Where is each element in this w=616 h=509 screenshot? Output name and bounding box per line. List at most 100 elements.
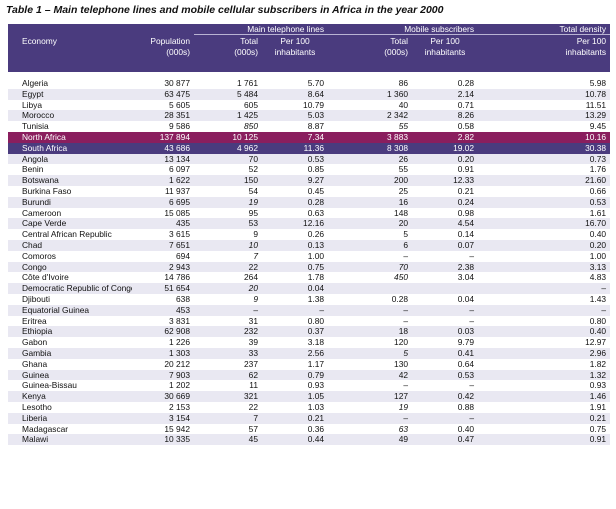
cell-population: 5 605: [169, 99, 190, 110]
cell-mobile-total: –: [403, 380, 409, 391]
cell-mobile-total: 25: [398, 185, 409, 196]
cell-main-per100: 8.87: [307, 121, 325, 132]
cell-population: 14 786: [164, 272, 190, 283]
header-mobile-per100: Per 100 inhabitants: [412, 34, 479, 72]
cell-density: 4.83: [589, 272, 607, 283]
cell-population: 63 475: [132, 88, 194, 100]
table-row: Comoros 694 7 1.00 – – 1.00: [8, 251, 610, 262]
cell-economy: Djibouti: [22, 293, 50, 304]
cell-population: 3 154: [132, 412, 194, 424]
cell-population: 2 153: [169, 401, 190, 412]
cell-main-per100: 0.37: [262, 326, 329, 338]
cell-population: 62 908: [132, 326, 194, 338]
cell-mobile-total: 42: [328, 369, 413, 381]
cell-mobile-per100: 0.28: [457, 78, 475, 88]
cell-population: 28 351: [132, 110, 194, 122]
cell-main-total: 321: [194, 391, 262, 402]
cell-main-per100: 1.17: [307, 358, 325, 369]
cell-population: 51 654: [132, 283, 194, 294]
cell-density: 1.46: [478, 391, 611, 402]
group-header-row: Main telephone lines Mobile subscribers …: [8, 24, 611, 35]
cell-mobile-total: 70: [328, 261, 413, 273]
cell-main-per100: 0.13: [262, 239, 329, 251]
cell-main-total: 850: [244, 121, 258, 132]
cell-mobile-total: 450: [394, 272, 409, 283]
cell-main-per100: 1.05: [262, 391, 329, 402]
cell-density: 1.00: [589, 250, 607, 261]
table-row: South Africa 43 686 4 962 11.36 8 308 19.02 30…: [8, 142, 611, 154]
cell-mobile-total: 120: [394, 337, 409, 348]
cell-mobile-per100: 0.64: [457, 358, 475, 369]
cell-population: 6 695: [132, 196, 194, 208]
group-header-blank: [8, 24, 132, 35]
cell-main-per100: 0.45: [307, 185, 325, 196]
table-row: Equatorial Guinea 453– – – – –: [8, 304, 611, 316]
cell-main-per100: 0.21: [262, 412, 329, 424]
cell-mobile-per100: 2.38: [412, 261, 479, 273]
cell-main-per100: 1.00: [307, 250, 325, 261]
cell-main-total: 264: [244, 272, 258, 283]
cell-economy: Algeria: [22, 78, 49, 88]
cell-mobile-per100: 0.58: [457, 121, 475, 132]
cell-economy: Cameroon: [22, 207, 62, 218]
cell-density: 0.91: [478, 434, 611, 446]
cell-population: 2 943: [132, 261, 194, 273]
cell-economy: Chad: [8, 239, 132, 251]
cell-economy: Botswana: [8, 175, 132, 186]
table-row: Chad 7 651 10 0.13 6 0.07 0.20: [8, 239, 611, 251]
table-row: Liberia 3 154 7 0.21– –0.21: [8, 412, 611, 424]
cell-density: 0.40: [478, 326, 611, 338]
cell-mobile-total: 2 342: [328, 110, 413, 122]
cell-economy: Angola: [8, 153, 132, 165]
cell-main-total: 22: [248, 401, 258, 412]
cell-density: 1.32: [478, 369, 611, 381]
cell-main-total: 1 425: [194, 110, 262, 122]
cell-density: –: [478, 283, 611, 294]
cell-main-total: 10: [194, 239, 262, 251]
cell-main-total: 52: [248, 164, 258, 175]
cell-mobile-total: 86: [398, 78, 409, 88]
cell-main-per100: 1.38: [307, 293, 325, 304]
cell-main-per100: 10.79: [303, 99, 325, 110]
cell-mobile-per100: 0.40: [457, 423, 475, 434]
cell-mobile-per100: 0.04: [457, 293, 475, 304]
cell-mobile-per100: 0.41: [412, 347, 479, 359]
cell-population: 638: [176, 293, 190, 304]
cell-population: 453: [132, 304, 194, 316]
cell-economy: Eritrea: [22, 315, 47, 326]
cell-mobile-per100: 0.53: [412, 369, 479, 381]
group-header-mobile: Mobile subscribers: [328, 24, 479, 35]
cell-density: 30.38: [478, 142, 611, 154]
cell-main-per100: 0.80: [307, 315, 325, 326]
group-header-blank: [132, 24, 194, 35]
cell-economy: Equatorial Guinea: [8, 304, 132, 316]
table-row: Ethiopia 62 908 232 0.37 18 0.03 0.40: [8, 326, 611, 338]
cell-main-total: 5 484: [194, 88, 262, 100]
cell-main-total: 7: [194, 412, 262, 424]
cell-mobile-total: 16: [328, 196, 413, 208]
cell-mobile-total: 55: [398, 164, 409, 175]
cell-mobile-per100: 2.14: [412, 88, 479, 100]
cell-main-total: 10 125: [194, 131, 262, 143]
cell-density: 0.40: [589, 229, 607, 240]
table-row: Cameroon 15 085 95 0.63 148 0.98 1.61: [8, 208, 610, 219]
cell-mobile-per100: 4.54: [412, 218, 479, 230]
table-row: Benin 6 097 52 0.85 55 0.91 1.76: [8, 164, 610, 175]
cell-density: 1.91: [589, 401, 607, 412]
cell-density: 1.76: [589, 164, 607, 175]
cell-mobile-total: 200: [328, 175, 413, 186]
cell-population: 9 586: [169, 121, 190, 132]
cell-mobile-total: –: [403, 250, 409, 261]
cell-population: 30 877: [164, 78, 190, 88]
cell-mobile-total: 3 883: [328, 131, 413, 143]
cell-main-total: 57: [248, 423, 258, 434]
cell-economy: Madagascar: [22, 423, 69, 434]
cell-mobile-total: 130: [394, 358, 409, 369]
cell-population: 7 903: [132, 369, 194, 381]
cell-main-per100: 0.53: [262, 153, 329, 165]
cell-main-per100: 0.36: [307, 423, 325, 434]
cell-main-total: 54: [248, 185, 258, 196]
cell-mobile-total: 6: [328, 239, 413, 251]
cell-mobile-total: –: [403, 315, 409, 326]
table-row: Guinea 7 903 62 0.79 42 0.53 1.32: [8, 369, 611, 381]
